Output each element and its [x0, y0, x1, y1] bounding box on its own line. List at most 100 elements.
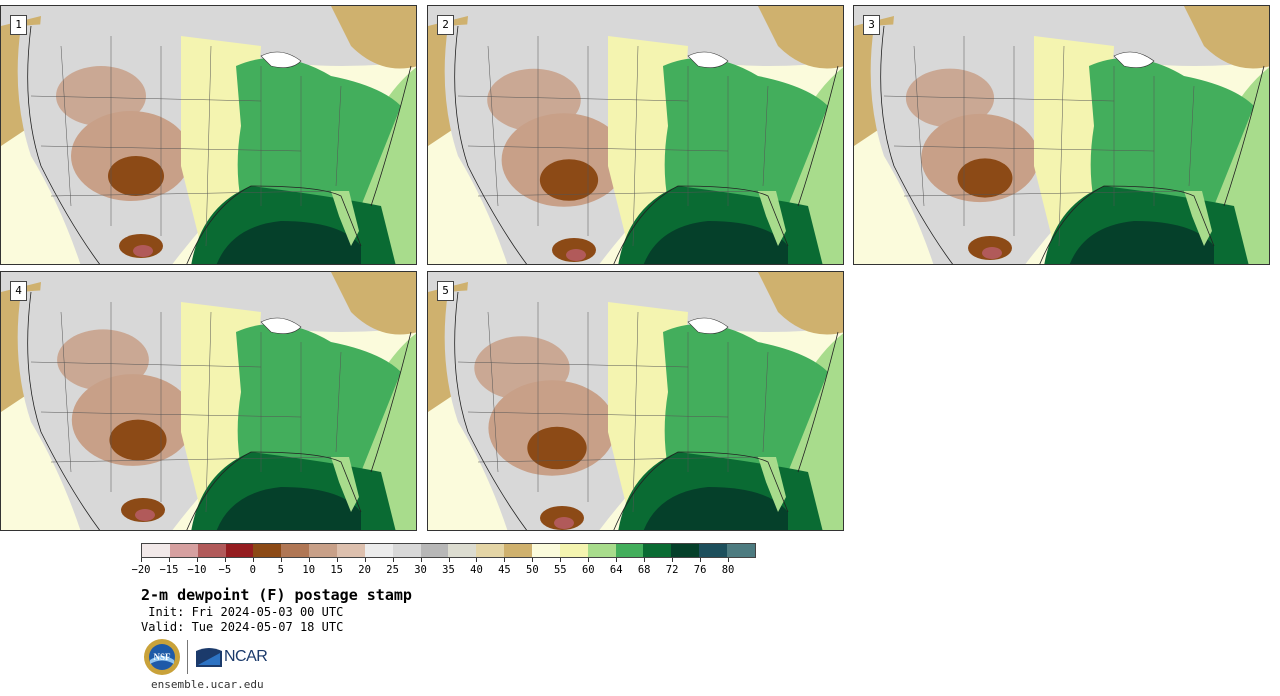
canada-east	[331, 272, 416, 335]
colorbar-tick-label: −20	[131, 564, 151, 576]
state-line	[60, 311, 72, 473]
state-line	[913, 45, 925, 207]
colorbar-tick-label: 0	[249, 564, 256, 576]
colorbar	[141, 543, 756, 558]
colorbar-tick	[504, 558, 506, 562]
colorbar-tick	[252, 558, 254, 562]
state-line	[40, 411, 302, 418]
great-lakes	[260, 317, 302, 334]
colorbar-tick-label: 45	[498, 564, 511, 576]
state-line	[893, 145, 1155, 152]
dewpoint-map-3	[854, 6, 1269, 264]
colorbar-swatch	[169, 544, 198, 557]
state-line	[487, 45, 499, 207]
colorbar-tick	[672, 558, 674, 562]
panel-label-3: 3	[863, 15, 880, 35]
colorbar-tick-label: 76	[693, 564, 707, 576]
colorbar-swatch	[559, 544, 588, 557]
colorbar-tick-label: 35	[442, 564, 455, 576]
colorbar-swatch	[615, 544, 644, 557]
florida	[758, 457, 786, 512]
colorbar-tick	[700, 558, 702, 562]
gulf-of-mexico	[216, 487, 361, 530]
state-line	[30, 95, 262, 102]
state-boundaries	[30, 302, 342, 513]
dewpoint-map-4	[1, 272, 416, 530]
state-line	[467, 411, 729, 418]
colorbar-tick	[644, 558, 646, 562]
colorbar-tick	[616, 558, 618, 562]
colorbar-tick	[280, 558, 282, 562]
ncar-mark-icon	[196, 648, 222, 667]
state-line	[40, 145, 302, 152]
coastline	[880, 25, 1265, 264]
state-line	[457, 361, 689, 368]
very-dry-core	[527, 426, 587, 470]
colorbar-swatch	[671, 544, 700, 557]
chart-title: 2-m dewpoint (F) postage stamp	[141, 586, 412, 604]
colorbar-tick-label: 15	[330, 564, 343, 576]
gulf-of-mexico	[643, 221, 788, 264]
canada-region	[1, 272, 416, 332]
colorbar-tick-label: 68	[637, 564, 651, 576]
logo-divider	[187, 640, 188, 674]
colorbar-tick	[196, 558, 198, 562]
colorbar-tick-label: 30	[414, 564, 427, 576]
state-line	[477, 456, 759, 463]
state-line	[457, 95, 689, 102]
colorbar-ticks: −20 −15 −10 −5 0 5 10 15 20 25 30 35 40 45 50 55 60 64 68 7…	[132, 558, 756, 578]
colorbar-swatch	[532, 544, 560, 557]
colorbar-tick-label: −15	[159, 564, 179, 576]
colorbar-tick	[448, 558, 450, 562]
canada-east	[758, 6, 843, 69]
colorbar-swatch	[392, 544, 421, 557]
colorbar-tick-label: 25	[386, 564, 399, 576]
canada-region	[1, 6, 416, 66]
colorbar-swatch	[253, 544, 282, 557]
colorbar-tick-label: 80	[721, 564, 735, 576]
colorbar-tick-label: 40	[470, 564, 483, 576]
state-line	[50, 456, 332, 463]
colorbar-tick-label: 50	[526, 564, 539, 576]
colorbar-tick	[308, 558, 310, 562]
great-lakes	[687, 317, 729, 334]
colorbar-swatch	[364, 544, 393, 557]
canada-east	[1184, 6, 1269, 69]
valid-time: Valid: Tue 2024-05-07 18 UTC	[141, 620, 344, 634]
great-lakes	[687, 51, 729, 68]
map-panel-4: 4	[0, 271, 417, 531]
florida	[331, 191, 359, 246]
colorbar-tick-label: 5	[277, 564, 284, 576]
state-boundaries	[883, 36, 1195, 247]
state-boundaries	[457, 302, 769, 513]
state-line	[762, 85, 769, 187]
colorbar-tick	[420, 558, 422, 562]
colorbar-swatch	[643, 544, 672, 557]
colorbar-tick	[224, 558, 226, 562]
coastline	[27, 291, 412, 530]
state-line	[50, 190, 332, 197]
colorbar-tick-label: 10	[302, 564, 316, 576]
panel-label-2: 2	[437, 15, 454, 35]
colorbar-tick	[532, 558, 534, 562]
state-line	[467, 145, 729, 152]
mexico-extreme	[566, 249, 586, 261]
state-line	[205, 45, 212, 247]
colorbar-swatch	[142, 544, 170, 557]
state-line	[1188, 85, 1195, 187]
state-line	[205, 311, 212, 513]
colorbar-tick-label: 60	[581, 564, 595, 576]
colorbar-tick	[364, 558, 366, 562]
colorbar-tick	[560, 558, 562, 562]
state-line	[477, 190, 759, 197]
canada-east	[331, 6, 416, 69]
florida	[1184, 191, 1212, 246]
map-panel-1: 1	[0, 5, 417, 265]
dewpoint-map-1	[1, 6, 416, 264]
state-line	[30, 361, 262, 368]
great-lakes	[1113, 51, 1155, 68]
state-line	[883, 95, 1115, 102]
panel-label-1: 1	[10, 15, 27, 35]
canada-east	[758, 272, 843, 335]
colorbar-tick-label: 20	[358, 564, 371, 576]
